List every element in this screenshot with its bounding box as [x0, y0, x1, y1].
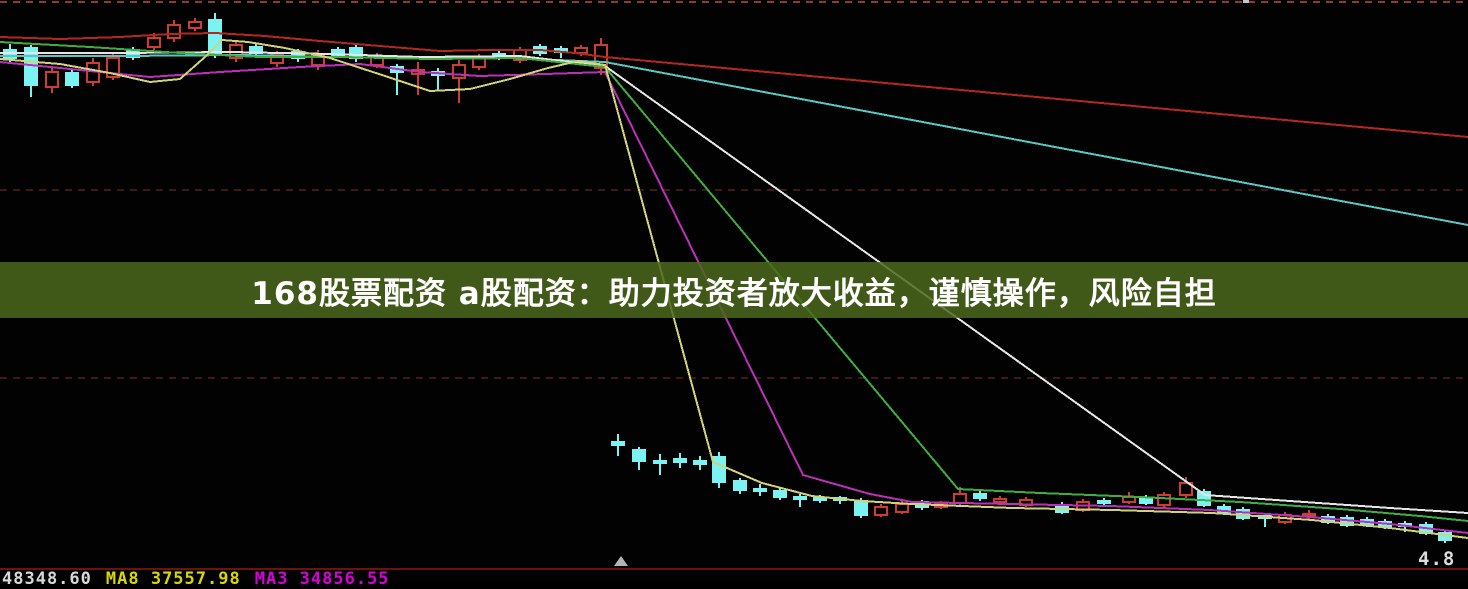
ad-banner-text: 168股票配资 a股配资：助力投资者放大收益，谨慎操作，风险自担: [251, 275, 1217, 312]
ma-magenta: [0, 61, 1468, 534]
ma-red: [0, 31, 1468, 138]
price-value: 48348.60: [2, 569, 92, 589]
top-edge-dot: [1243, 0, 1249, 3]
ma2-value: MA3 34856.55: [254, 569, 390, 589]
ma-yellow: [0, 38, 1468, 539]
axis-marker-triangle[interactable]: [614, 556, 628, 566]
indicator-readout-bar: 48348.60 MA8 37557.98 MA3 34856.55: [2, 569, 404, 589]
ma-cyan: [0, 53, 1468, 226]
ad-banner[interactable]: 168股票配资 a股配资：助力投资者放大收益，谨慎操作，风险自担: [0, 262, 1468, 318]
ma1-value: MA8 37557.98: [105, 569, 241, 589]
last-price-label: 4.8: [1418, 548, 1456, 570]
ma-white: [0, 50, 1468, 514]
